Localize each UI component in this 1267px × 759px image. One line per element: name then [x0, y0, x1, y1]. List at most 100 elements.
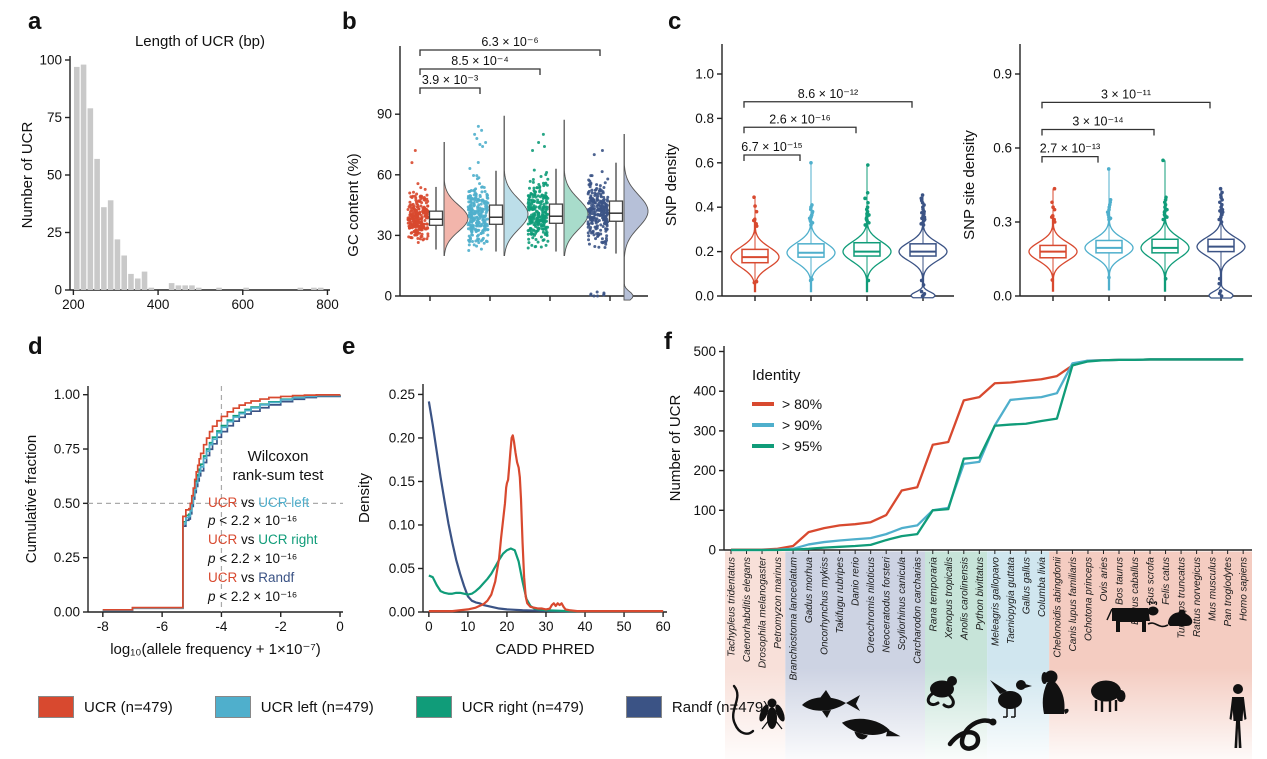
comparison-1-p: p < 2.2 × 10⁻¹⁶	[208, 512, 348, 531]
svg-text:0: 0	[425, 619, 433, 634]
horseshoe-crab-icon	[732, 684, 755, 735]
svg-text:500: 500	[693, 344, 716, 359]
panel-label-d: d	[28, 333, 43, 360]
svg-text:SNP density: SNP density	[663, 143, 680, 226]
svg-text:30: 30	[377, 228, 392, 243]
svg-text:Cumulative fraction: Cumulative fraction	[23, 435, 40, 563]
cmp2-p-symbol: p	[208, 551, 216, 567]
species-label: Pan troglodytes	[1223, 557, 1234, 627]
species-label: Scyliorhinus canicula	[897, 557, 908, 651]
cmp1-b: UCR left	[258, 494, 310, 510]
cmp3-vs: vs	[237, 570, 259, 586]
panel-label-b: b	[342, 8, 357, 35]
cmp1-p-symbol: p	[208, 513, 216, 529]
svg-text:-8: -8	[97, 619, 109, 634]
comparison-3: UCR vs Randf	[208, 569, 348, 588]
species-label: Columba livia	[1037, 557, 1048, 617]
panel-label-f: f	[664, 328, 672, 355]
svg-text:60: 60	[656, 619, 671, 634]
legend-swatch-ucr	[38, 696, 74, 718]
wilcoxon-title-line2: rank-sum test	[232, 466, 324, 484]
svg-text:20: 20	[499, 619, 514, 634]
svg-text:0.05: 0.05	[389, 561, 415, 576]
svg-text:0.0: 0.0	[993, 289, 1012, 304]
species-label: Anolis carolinensis	[959, 557, 970, 641]
species-label: Gadus morhua	[804, 557, 815, 624]
svg-text:0.25: 0.25	[389, 387, 415, 402]
mouse-icon	[1147, 609, 1193, 628]
panel-f-species: 0 100 200 300 400 500 Number of UCR Tachypleus …	[667, 344, 1252, 759]
sheep-icon	[1091, 680, 1126, 712]
legend-swatch-ucr-left	[214, 696, 251, 718]
svg-text:2.7 × 10⁻¹³: 2.7 × 10⁻¹³	[1040, 142, 1100, 156]
svg-text:75: 75	[47, 110, 62, 125]
svg-text:Identity: Identity	[752, 367, 801, 384]
cmp3-p-value: < 2.2 × 10⁻¹⁶	[215, 588, 298, 604]
species-label: Chelonoidis abingdonii	[1052, 556, 1063, 657]
svg-text:50: 50	[617, 619, 632, 634]
species-label: Felis catus	[1161, 557, 1172, 605]
species-label: Oncorhynchus mykiss	[820, 557, 831, 655]
cmp2-a: UCR	[208, 532, 238, 548]
svg-text:GC content (%): GC content (%)	[345, 153, 362, 256]
frog-icon	[926, 676, 957, 709]
species-label: Rattus norvegicus	[1192, 557, 1203, 637]
svg-text:0: 0	[336, 619, 344, 634]
legend-label-ucr-right: UCR right (n=479)	[461, 698, 584, 716]
cmp2-p-value: < 2.2 × 10⁻¹⁶	[215, 551, 298, 567]
svg-text:8.5 × 10⁻⁴: 8.5 × 10⁻⁴	[451, 54, 509, 68]
cmp3-p-symbol: p	[208, 588, 216, 604]
svg-text:Number of UCR: Number of UCR	[667, 394, 684, 501]
svg-text:200: 200	[62, 297, 85, 312]
svg-text:0.8: 0.8	[695, 111, 714, 126]
cmp3-b: Randf	[258, 570, 295, 586]
legend-item-randf: Randf (n=479)	[625, 696, 769, 718]
svg-text:90: 90	[377, 107, 392, 122]
cmp1-p-value: < 2.2 × 10⁻¹⁶	[215, 513, 298, 529]
svg-text:200: 200	[693, 463, 716, 478]
svg-text:60: 60	[377, 167, 392, 182]
svg-text:SNP site density: SNP site density	[961, 130, 978, 240]
panel-c-snp-site-density: SNP site density 0.0 0.3 0.6 0.9 2.7 × 10⁻¹³ 3…	[961, 44, 1252, 304]
svg-text:600: 600	[232, 297, 255, 312]
svg-text:> 80%: > 80%	[782, 396, 822, 412]
svg-text:0.2: 0.2	[695, 244, 714, 259]
legend-label-randf: Randf (n=479)	[671, 698, 769, 716]
svg-text:400: 400	[147, 297, 170, 312]
svg-text:40: 40	[578, 619, 593, 634]
svg-text:0.4: 0.4	[695, 200, 714, 215]
species-label: Ochotona princeps	[1083, 557, 1094, 641]
comparison-1: UCR vs UCR left	[208, 494, 348, 513]
legend-item-ucr-left: UCR left (n=479)	[214, 696, 374, 718]
species-label: Rana temporaria	[928, 557, 939, 632]
svg-text:6.3 × 10⁻⁶: 6.3 × 10⁻⁶	[481, 35, 538, 49]
svg-text:0.00: 0.00	[54, 605, 80, 620]
svg-text:3.9 × 10⁻³: 3.9 × 10⁻³	[422, 73, 478, 87]
svg-text:0.10: 0.10	[389, 517, 415, 532]
species-label: Bos taurus	[1115, 557, 1126, 605]
trout-icon	[802, 690, 860, 718]
species-label: Tursiops truncatus	[1177, 557, 1188, 639]
svg-text:Number of UCR: Number of UCR	[19, 121, 36, 228]
panel-label-a: a	[28, 8, 42, 35]
comparison-3-p: p < 2.2 × 10⁻¹⁶	[208, 588, 348, 607]
wilcoxon-annotation: Wilcoxon rank-sum test UCR vs UCR left p…	[208, 448, 348, 607]
svg-text:CADD PHRED: CADD PHRED	[495, 641, 594, 658]
svg-text:0.50: 0.50	[54, 496, 80, 511]
svg-text:0: 0	[54, 283, 62, 298]
species-label: Equus caballus	[1130, 557, 1141, 625]
figure-legend: UCR (n=479) UCR left (n=479) UCR right (…	[38, 696, 768, 718]
svg-text:8.6 × 10⁻¹²: 8.6 × 10⁻¹²	[798, 87, 858, 101]
species-label: Mus musculus	[1208, 557, 1219, 621]
species-label: Tachypleus tridentatus	[727, 557, 738, 657]
svg-text:0.3: 0.3	[993, 215, 1012, 230]
species-label: Sus scrofa	[1146, 557, 1157, 605]
svg-text:0.75: 0.75	[54, 442, 80, 457]
svg-text:3 × 10⁻¹¹: 3 × 10⁻¹¹	[1101, 87, 1151, 101]
panel-c-snp-density: SNP density 0.0 0.2 0.4 0.6 0.8 1.0 6.7 × 10⁻¹⁵…	[663, 44, 954, 304]
panel-label-c: c	[668, 8, 682, 35]
species-label: Caenorhabditis elegans	[742, 557, 753, 662]
svg-text:-2: -2	[275, 619, 287, 634]
snake-icon	[947, 718, 997, 751]
